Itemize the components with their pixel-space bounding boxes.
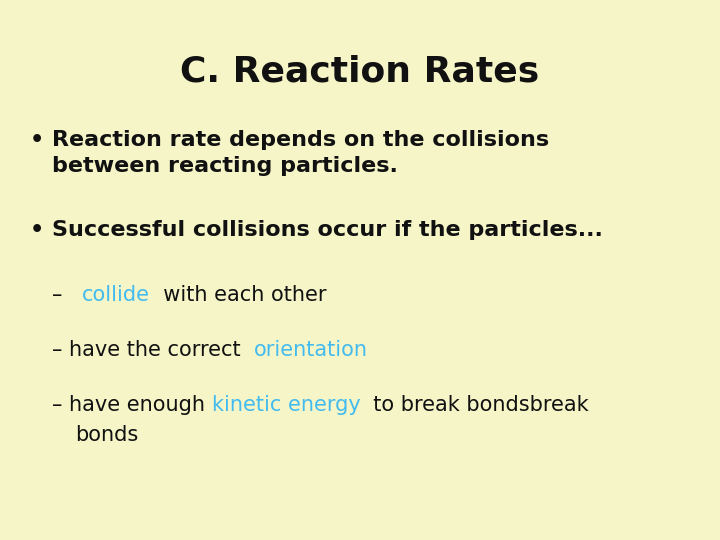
Text: between reacting particles.: between reacting particles. (52, 156, 398, 176)
Text: kinetic energy: kinetic energy (212, 395, 361, 415)
Text: orientation: orientation (254, 340, 368, 360)
Text: •: • (30, 130, 44, 150)
Text: with each other: with each other (150, 285, 327, 305)
Text: collide: collide (82, 285, 150, 305)
Text: C. Reaction Rates: C. Reaction Rates (181, 55, 539, 89)
Text: Successful collisions occur if the particles...: Successful collisions occur if the parti… (52, 220, 603, 240)
Text: –: – (52, 285, 82, 305)
Text: bonds: bonds (75, 425, 138, 445)
Text: to break bondsbreak: to break bondsbreak (361, 395, 589, 415)
Text: •: • (30, 220, 44, 240)
Text: Reaction rate depends on the collisions: Reaction rate depends on the collisions (52, 130, 549, 150)
Text: – have enough: – have enough (52, 395, 212, 415)
Text: – have the correct: – have the correct (52, 340, 254, 360)
